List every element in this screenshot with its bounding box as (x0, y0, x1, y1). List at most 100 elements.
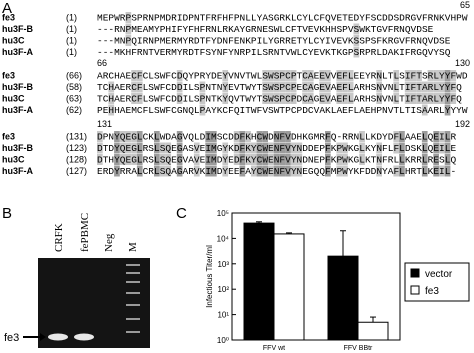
sequence-position: (1) (66, 36, 77, 46)
conserved-shade (114, 165, 120, 177)
conserved-shade (131, 154, 137, 165)
conserved-shade (136, 165, 143, 177)
conserved-shade (131, 70, 137, 81)
position-number: 130 (455, 58, 470, 68)
marker-ladder (126, 264, 140, 333)
conserved-shade (302, 70, 308, 81)
conserved-shade (296, 154, 303, 165)
conserved-shade (393, 93, 400, 104)
conserved-shade (444, 93, 451, 104)
conserved-shade (279, 154, 286, 165)
conserved-shade (205, 142, 211, 154)
conserved-shade (176, 165, 183, 177)
conserved-shade (376, 165, 382, 177)
conserved-shade (416, 93, 422, 104)
conserved-shade (433, 142, 439, 154)
conserved-shade (211, 142, 217, 154)
conserved-shade (325, 70, 331, 81)
conserved-shade (290, 93, 297, 104)
conserved-shade (302, 81, 308, 93)
conserved-shade (399, 131, 405, 142)
sequence-position: (1) (66, 24, 77, 34)
conserved-shade (410, 81, 417, 93)
position-number: 65 (460, 0, 470, 10)
conserved-shade (176, 131, 183, 142)
sequence-position: (123) (66, 143, 87, 153)
conserved-shade (131, 142, 137, 154)
conserved-shade (245, 142, 251, 154)
panel-label: A (2, 0, 12, 17)
position-number: 66 (97, 58, 107, 68)
conserved-shade (325, 81, 331, 93)
bar (357, 321, 389, 341)
conserved-shade (450, 70, 457, 81)
ladder-band (126, 264, 140, 266)
conserved-shade (421, 104, 428, 116)
conserved-shade (285, 81, 291, 93)
conserved-shade (285, 165, 291, 177)
conserved-shade (205, 131, 211, 142)
legend-swatch (410, 285, 420, 295)
conserved-shade (296, 165, 303, 177)
conserved-shade (159, 154, 166, 165)
conserved-shade (199, 81, 206, 93)
conserved-shade (279, 93, 286, 104)
conserved-shade (205, 165, 211, 177)
conserved-shade (439, 70, 445, 81)
conserved-shade (239, 165, 246, 177)
conserved-shade (359, 131, 365, 142)
conserved-shade (302, 93, 308, 104)
conserved-shade (410, 70, 417, 81)
conserved-shade (325, 93, 331, 104)
sequence-position: (1) (66, 47, 77, 57)
conserved-shade (285, 142, 291, 154)
conserved-shade (233, 154, 240, 165)
conserved-shade (347, 93, 354, 104)
sequence-name: hu3F-B (2, 143, 33, 153)
conserved-shade (119, 154, 126, 165)
conserved-shade (450, 93, 457, 104)
conserved-shade (421, 81, 428, 93)
conserved-shade (268, 165, 274, 177)
conserved-shade (433, 165, 439, 177)
sequence-name: hu3F-A (2, 47, 33, 57)
conserved-shade (376, 142, 382, 154)
panel-label: B (2, 205, 12, 222)
y-tick-label: 10³ (217, 260, 229, 269)
sequence: ---RNPMEAMYPHIFYFHFRNLRKAYGRNESWLCFTVEVK… (97, 24, 434, 35)
x-tick-label: FFV BBtr (344, 345, 373, 352)
conserved-shade (211, 131, 217, 142)
conserved-shade (239, 154, 246, 165)
conserved-shade (222, 142, 229, 154)
conserved-shade (433, 93, 439, 104)
conserved-shade (250, 142, 257, 154)
conserved-shade (444, 154, 451, 165)
conserved-shade (296, 142, 303, 154)
conserved-shade (307, 81, 314, 93)
sequence: TCHAERCFLSWFCDDILSPNTKYQVTWYTSWSPCPDCAGE… (97, 94, 462, 105)
conserved-shade (439, 165, 445, 177)
sequence-position: (1) (66, 13, 77, 23)
bar (273, 233, 305, 341)
conserved-shade (199, 93, 206, 104)
conserved-shade (268, 70, 274, 81)
conserved-shade (444, 70, 451, 81)
conserved-shade (336, 93, 343, 104)
conserved-shade (125, 131, 132, 142)
conserved-shade (108, 81, 115, 93)
conserved-shade (176, 154, 183, 165)
conserved-shade (342, 70, 348, 81)
conserved-shade (290, 154, 297, 165)
conserved-shade (376, 93, 382, 104)
bar (327, 255, 359, 341)
conserved-shade (439, 81, 445, 93)
conserved-shade (97, 154, 103, 165)
y-tick-label: 10⁴ (217, 234, 230, 243)
conserved-shade (342, 154, 348, 165)
legend-label: fe3 (425, 286, 439, 297)
conserved-shade (353, 35, 360, 46)
conserved-shade (399, 142, 405, 154)
conserved-shade (421, 154, 428, 165)
conserved-shade (393, 165, 400, 177)
conserved-shade (108, 104, 115, 116)
